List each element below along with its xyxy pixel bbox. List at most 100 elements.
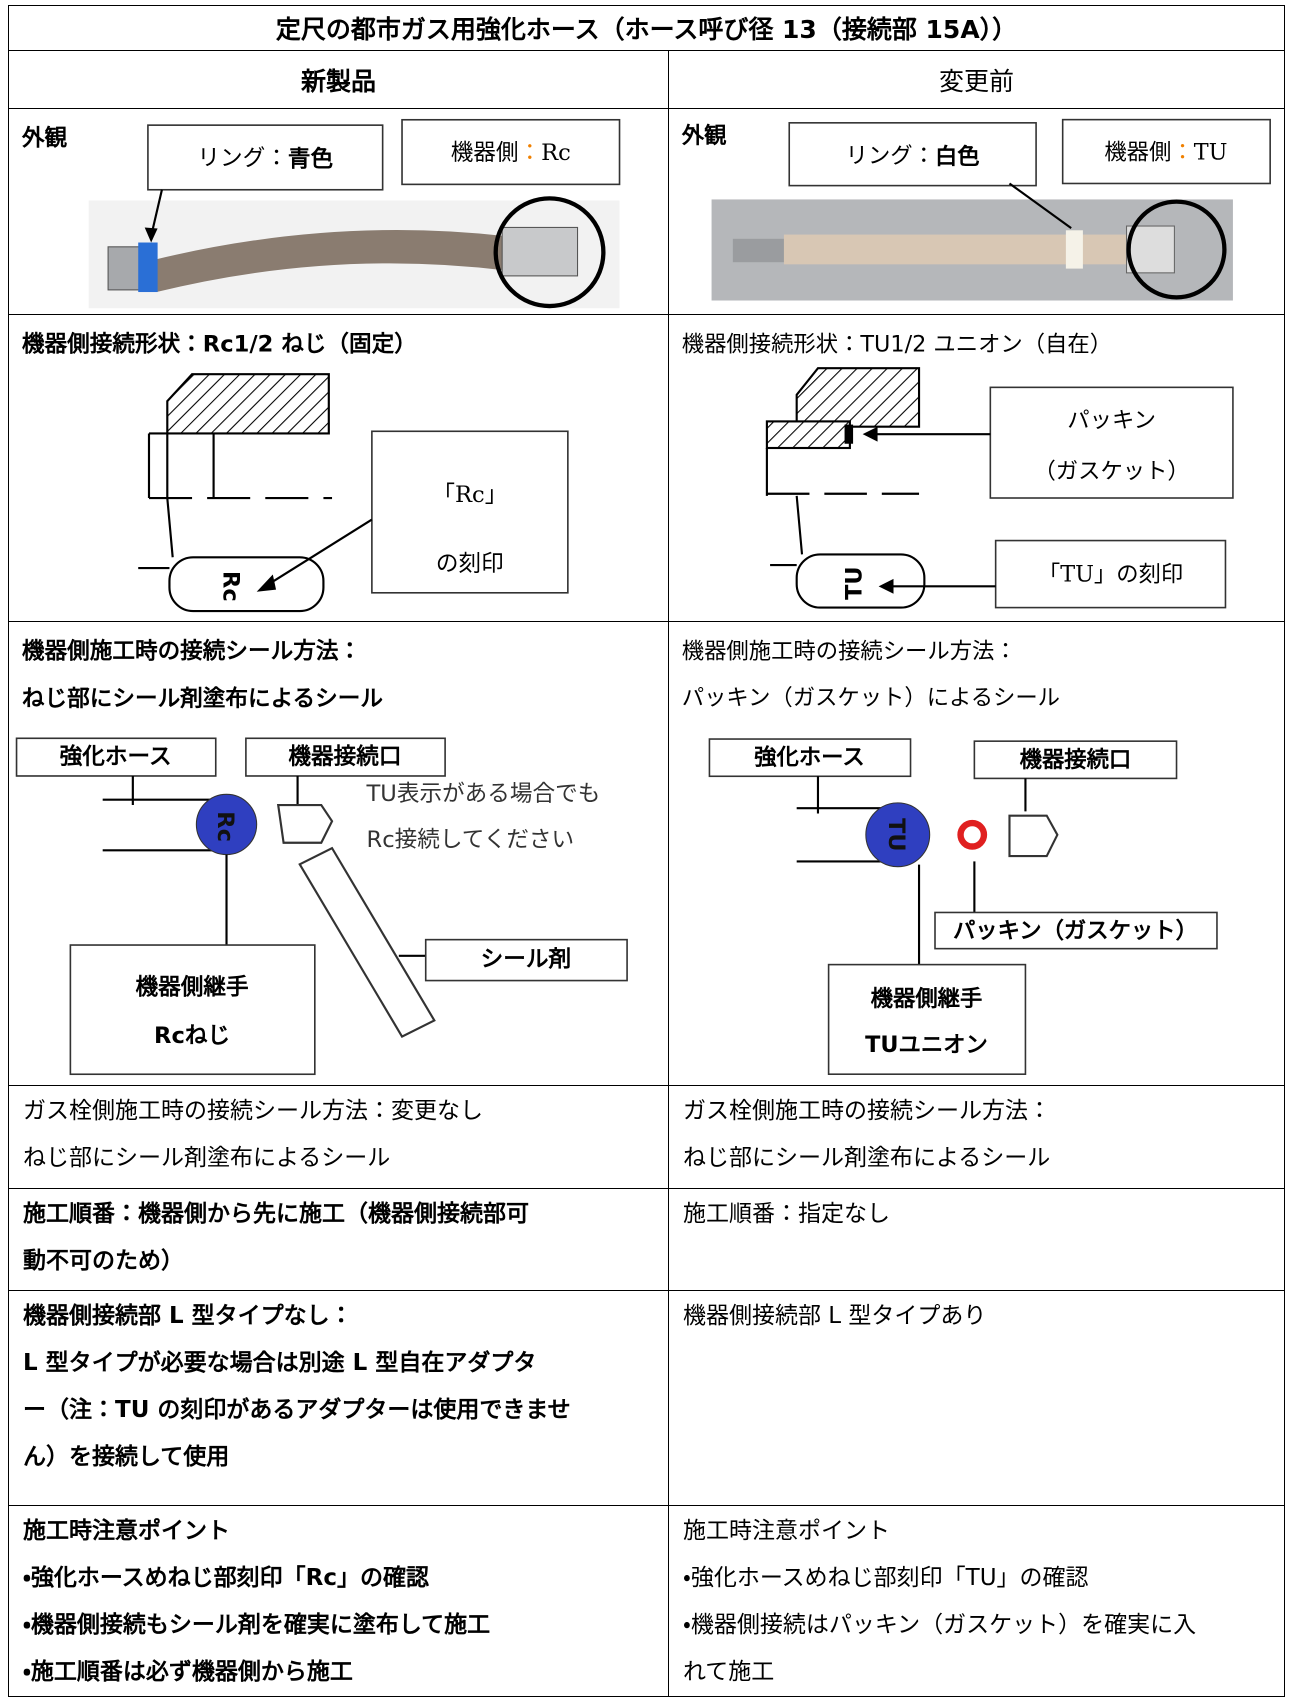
hose: [154, 230, 507, 293]
side-label: 機器側: [451, 140, 519, 166]
side-text: 機器側：Rc: [451, 140, 571, 166]
heading: 機器側施工時の接続シール方法：: [682, 639, 1017, 665]
fitting-label: 機器側継手: [136, 974, 249, 1001]
sealant-tube: [298, 847, 436, 1039]
device-seal-old: 機器側施工時の接続シール方法： パッキン（ガスケット）によるシール 強化ホース …: [682, 639, 1218, 1076]
ring-text: リング：白色: [846, 142, 980, 169]
text-line: ー（注：TU の刻印があるアダプターは使用できませ: [23, 1397, 571, 1424]
text-line: ガス栓側施工時の接続シール方法：変更なし: [23, 1098, 483, 1125]
arrow: [1008, 182, 1072, 230]
ring-label: リング：: [846, 143, 935, 169]
side-box: [401, 118, 621, 186]
device-seal-cell: 機器側施工時の接続シール方法： パッキン（ガスケット）によるシール 強化ホース …: [668, 621, 1285, 1087]
text-line: ・施工順番は必ず機器側から施工: [23, 1659, 353, 1686]
shape-cell: 機器側接続形状：TU1/2 ユニオン（自在） TU パッキン （ガスケット） 「…: [668, 313, 1285, 623]
hose-label: 強化ホース: [60, 745, 172, 771]
fitting-label: 機器側継手: [871, 986, 983, 1013]
ring-box: [147, 124, 384, 191]
gasket-label: パッキン: [1067, 407, 1156, 433]
label-box: [827, 964, 1027, 1076]
nut: [1125, 225, 1175, 274]
ring-color: 青色: [288, 145, 334, 172]
heading: ねじ部にシール剤塗布によるシール: [22, 685, 383, 712]
text-line: 施工時注意ポイント: [683, 1518, 890, 1545]
appearance-old: 外観 リング：白色 機器側：TU: [681, 118, 1271, 301]
text-line: れて施工: [683, 1659, 775, 1686]
text-line: ねじ部にシール剤塗布によるシール: [683, 1145, 1051, 1172]
label-box: [245, 737, 446, 778]
text-cell: 施工順番：指定なし: [668, 1188, 1285, 1292]
text-line: ・機器側接続もシール剤を確実に塗布して施工: [23, 1612, 491, 1639]
appearance-cell: 外観 リング：青色 機器側：Rc: [8, 108, 669, 315]
label-box: [69, 944, 316, 1076]
hose-label: 強化ホース: [754, 745, 865, 771]
nut-top: [166, 372, 330, 435]
text-cell: 施工時注意ポイント・強化ホースめねじ部刻印「TU」の確認・機器側接続はパッキン（…: [668, 1505, 1285, 1697]
side-label: 機器側: [1104, 140, 1171, 166]
engraving: TU: [842, 566, 868, 599]
text-line: 施工時注意ポイント: [23, 1518, 230, 1545]
ring-box: [788, 122, 1037, 187]
text-line: 機器側接続部 L 型タイプなし：: [23, 1303, 353, 1330]
text-line: ・機器側接続はパッキン（ガスケット）を確実に入: [683, 1612, 1197, 1639]
text-line: 機器側接続部 L 型タイプあり: [683, 1303, 987, 1330]
shape-new: 機器側接続形状：Rc1/2 ねじ（固定） Rc 「Rc」 の刻印: [22, 330, 569, 612]
shape-cell: 機器側接続形状：Rc1/2 ねじ（固定） Rc 「Rc」 の刻印: [8, 313, 669, 623]
arrow: [264, 518, 373, 587]
gasket-box: [989, 386, 1234, 499]
text-line: 動不可のため）: [23, 1248, 184, 1275]
fitting-mark: Rc: [212, 812, 238, 843]
callout-box: [994, 539, 1227, 608]
text-cell: 機器側接続部 L 型タイプなし： L 型タイプが必要な場合は別途 L 型自在アダプ…: [8, 1290, 669, 1507]
label-box: [934, 912, 1218, 950]
nut-bottom: [168, 555, 325, 612]
circle: [493, 196, 606, 309]
outline: [796, 776, 1027, 863]
engraving: Rc: [217, 571, 243, 602]
side-value: Rc: [541, 140, 571, 166]
label-box: [708, 738, 912, 778]
fitting-label: Rcねじ: [154, 1024, 230, 1050]
gasket: [957, 820, 988, 851]
gasket-part: [844, 424, 854, 444]
text-cell: 機器側接続部 L 型タイプあり: [668, 1290, 1285, 1507]
fitting: [865, 802, 931, 868]
fitting-label: TUユニオン: [865, 1032, 988, 1058]
table-title: 定尺の都市ガス用強化ホース（ホース呼び径 13（接続部 15A））: [8, 5, 1285, 51]
heading: 機器側施工時の接続シール方法：: [22, 638, 361, 665]
side-box: [1061, 118, 1271, 185]
text-line: ねじ部にシール剤塗布によるシール: [23, 1145, 391, 1172]
port-label: 機器接続口: [288, 744, 401, 771]
comparison-table: 定尺の都市ガス用強化ホース（ホース呼び径 13（接続部 15A）） 新製品 変更前…: [8, 5, 1285, 1697]
outline: [102, 776, 299, 852]
ring-color: 白色: [935, 142, 980, 169]
label: 外観: [21, 125, 68, 152]
text-line: 施工順番：機器側から先に施工（機器側接続部可: [23, 1201, 529, 1228]
nut-top: [795, 366, 921, 428]
text-cell: 施工時注意ポイント ・強化ホースめねじ部刻印「Rc」の確認 ・機器側接続もシール剤を…: [8, 1505, 669, 1697]
gasket-label: パッキン（ガスケット）: [953, 919, 1198, 945]
text-line: ガス栓側施工時の接続シール方法：: [683, 1098, 1051, 1125]
shape-old: 機器側接続形状：TU1/2 ユニオン（自在） TU パッキン （ガスケット） 「…: [682, 331, 1234, 609]
ring-label: リング：: [197, 146, 287, 172]
port: [1008, 815, 1059, 858]
label-box: [15, 737, 217, 778]
heading: 機器側接続形状：TU1/2 ユニオン（自在）: [682, 331, 1112, 357]
circle: [1126, 199, 1227, 300]
outline: [147, 431, 215, 557]
label-box: [424, 939, 628, 982]
callout: の刻印: [436, 550, 504, 576]
text-line: ん）を接続して使用: [23, 1444, 230, 1471]
column-header: 変更前: [668, 50, 1285, 109]
label-box: [973, 740, 1178, 780]
note: TU表示がある場合でも: [365, 781, 600, 807]
text-line: ・強化ホースめねじ部刻印「TU」の確認: [683, 1565, 1089, 1592]
arrow-head: [256, 574, 277, 592]
callout-box: [371, 430, 569, 594]
heading: 機器側接続形状：Rc1/2 ねじ（固定）: [22, 330, 417, 357]
arrow-head: [144, 227, 158, 243]
side-value: TU: [1194, 140, 1228, 166]
side-sep: ：: [519, 140, 542, 166]
